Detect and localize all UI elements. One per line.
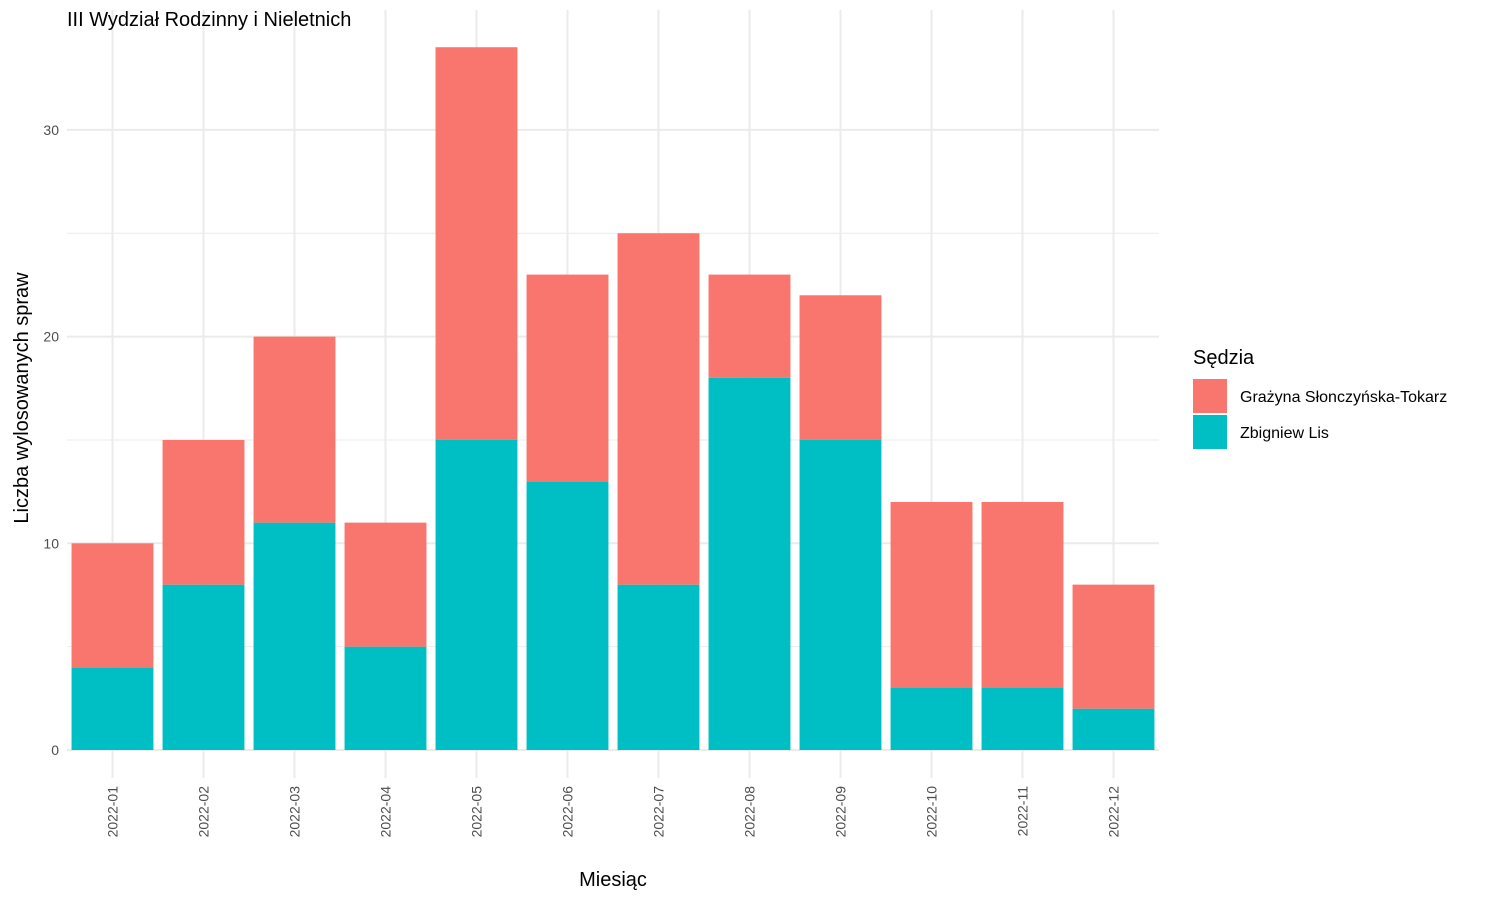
chart-title: III Wydział Rodzinny i Nieletnich <box>67 9 351 31</box>
bar-2022-03-series-0 <box>253 522 336 750</box>
legend-swatch <box>1193 379 1227 413</box>
bar-2022-05-series-0 <box>435 439 518 750</box>
bar-2022-12-series-0 <box>1072 708 1155 750</box>
x-axis-title: Miesiąc <box>579 869 647 891</box>
x-tick-label: 2022-02 <box>196 786 212 838</box>
bar-2022-09-series-1 <box>799 295 882 440</box>
x-tick-label: 2022-03 <box>287 786 303 838</box>
x-tick-label: 2022-01 <box>105 786 121 838</box>
x-tick-label: 2022-08 <box>742 786 758 838</box>
bar-2022-06-series-1 <box>526 274 609 482</box>
bar-2022-04-series-0 <box>344 646 427 750</box>
x-tick-label: 2022-04 <box>378 786 394 838</box>
x-axis-ticks: 2022-01 2022-02 2022-03 2022-04 2022-05 2022-… <box>105 786 1122 838</box>
x-tick-label: 2022-09 <box>833 786 849 838</box>
x-tick-label: 2022-06 <box>560 786 576 838</box>
legend-title: Sędzia <box>1193 347 1255 369</box>
bar-2022-06-series-0 <box>526 481 609 750</box>
x-tick-label: 2022-05 <box>469 786 485 838</box>
y-tick-label: 20 <box>43 329 59 345</box>
bars <box>71 47 1155 750</box>
x-tick-label: 2022-10 <box>924 786 940 838</box>
bar-2022-10-series-0 <box>890 687 973 750</box>
bar-2022-10-series-1 <box>890 501 973 688</box>
y-axis-ticks: 0 10 20 30 <box>43 122 59 758</box>
bar-2022-09-series-0 <box>799 439 882 750</box>
legend: Sędzia Grażyna Słonczyńska-Tokarz Zbignie… <box>1193 347 1447 449</box>
bar-2022-07-series-0 <box>617 584 700 750</box>
bar-2022-11-series-1 <box>981 501 1064 688</box>
bar-2022-02-series-1 <box>162 439 245 585</box>
bar-2022-07-series-1 <box>617 233 700 585</box>
bar-2022-05-series-1 <box>435 47 518 440</box>
bar-2022-02-series-0 <box>162 584 245 750</box>
bar-2022-03-series-1 <box>253 336 336 523</box>
bar-2022-12-series-1 <box>1072 584 1155 709</box>
bar-2022-01-series-0 <box>71 667 154 750</box>
legend-swatch <box>1193 415 1227 449</box>
y-tick-label: 0 <box>51 742 59 758</box>
x-tick-label: 2022-11 <box>1015 786 1031 837</box>
bar-2022-08-series-1 <box>708 274 791 378</box>
legend-label: Grażyna Słonczyńska-Tokarz <box>1240 389 1447 406</box>
y-tick-label: 10 <box>43 535 59 551</box>
legend-label: Zbigniew Lis <box>1240 425 1329 442</box>
bar-2022-11-series-0 <box>981 687 1064 750</box>
x-tick-label: 2022-07 <box>651 786 667 838</box>
bar-2022-08-series-0 <box>708 377 791 750</box>
y-tick-label: 30 <box>43 122 59 138</box>
x-tick-label: 2022-12 <box>1106 786 1122 838</box>
y-axis-title: Liczba wylosowanych spraw <box>11 272 33 524</box>
bar-2022-01-series-1 <box>71 543 154 668</box>
bar-2022-04-series-1 <box>344 522 427 647</box>
